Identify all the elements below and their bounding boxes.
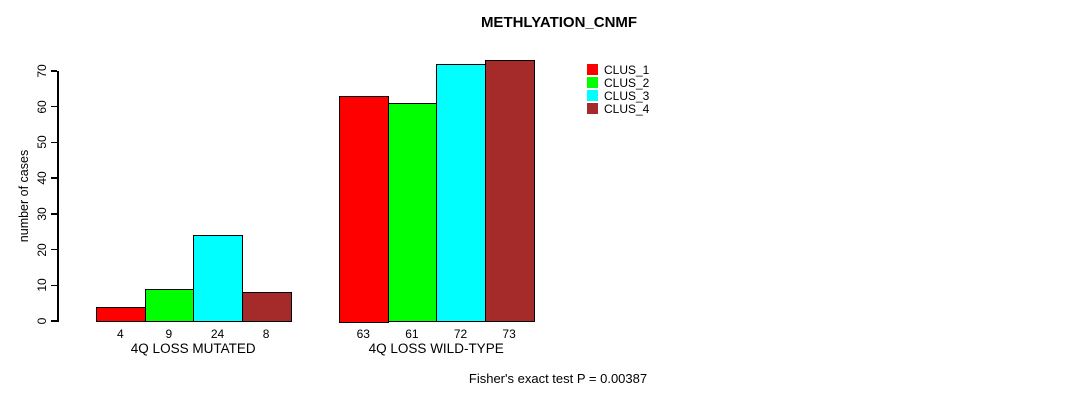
bar-clus_2-group1 [144,288,195,323]
y-axis-tick-label: 10 [35,278,49,292]
bar-clus_3-group1 [193,235,244,323]
legend-color-swatch [587,90,598,101]
y-axis-tick-mark [50,248,57,251]
bar-clus_1-group1 [96,306,147,323]
bar-value-label: 73 [502,327,516,341]
legend-label: CLUS_2 [604,75,650,90]
legend-color-swatch [587,77,598,88]
legend-entry-clus_1: CLUS_1 [587,62,650,77]
y-axis-tick-label: 70 [35,64,49,78]
y-axis-tick-mark [50,70,57,72]
y-axis-line [57,71,59,322]
y-axis-tick-label: 20 [35,242,49,257]
y-axis-tick-mark [50,284,57,287]
bar-value-label: 4 [116,327,124,341]
legend-entry-clus_3: CLUS_3 [587,88,650,103]
legend-color-swatch [587,103,598,114]
y-axis-tick-mark [50,320,57,322]
bar-clus_4-group2 [484,60,535,323]
legend-label: CLUS_1 [604,62,650,77]
legend: CLUS_1 CLUS_2 CLUS_3 CLUS_4 [587,62,650,116]
y-axis-tick-label: 50 [35,135,49,150]
legend-entry-clus_2: CLUS_2 [587,75,650,90]
group-label: 4Q LOSS MUTATED [130,341,256,356]
y-axis-tick-label: 60 [35,100,49,114]
bar-value-label: 24 [210,327,225,341]
y-axis-tick-label: 0 [35,317,49,325]
y-axis-tick-mark [50,141,57,144]
bar-value-label: 9 [165,327,173,341]
y-axis-tick-label: 40 [35,171,49,185]
chart-title: METHLYATION_CNMF [480,14,638,31]
y-axis-tick-mark [50,213,57,215]
bar-value-label: 61 [405,327,419,341]
bar-clus_3-group2 [436,63,487,323]
legend-color-swatch [587,64,598,75]
legend-label: CLUS_4 [604,101,650,116]
bar-clus_2-group2 [387,103,438,323]
legend-entry-clus_4: CLUS_4 [587,101,650,116]
legend-label: CLUS_3 [604,88,650,103]
bar-value-label: 63 [356,327,370,341]
group-label: 4Q LOSS WILD-TYPE [368,341,504,356]
y-axis-tick-label: 30 [35,207,49,221]
y-axis-tick-mark [50,177,57,179]
y-axis-tick-mark [50,105,57,108]
bar-value-label: 8 [262,327,270,341]
fisher-test-annotation: Fisher's exact test P = 0.00387 [468,371,648,386]
bar-clus_4-group1 [241,292,292,323]
y-axis-label: number of cases [17,149,31,243]
bar-clus_1-group2 [339,96,390,323]
bar-value-label: 72 [453,327,468,341]
